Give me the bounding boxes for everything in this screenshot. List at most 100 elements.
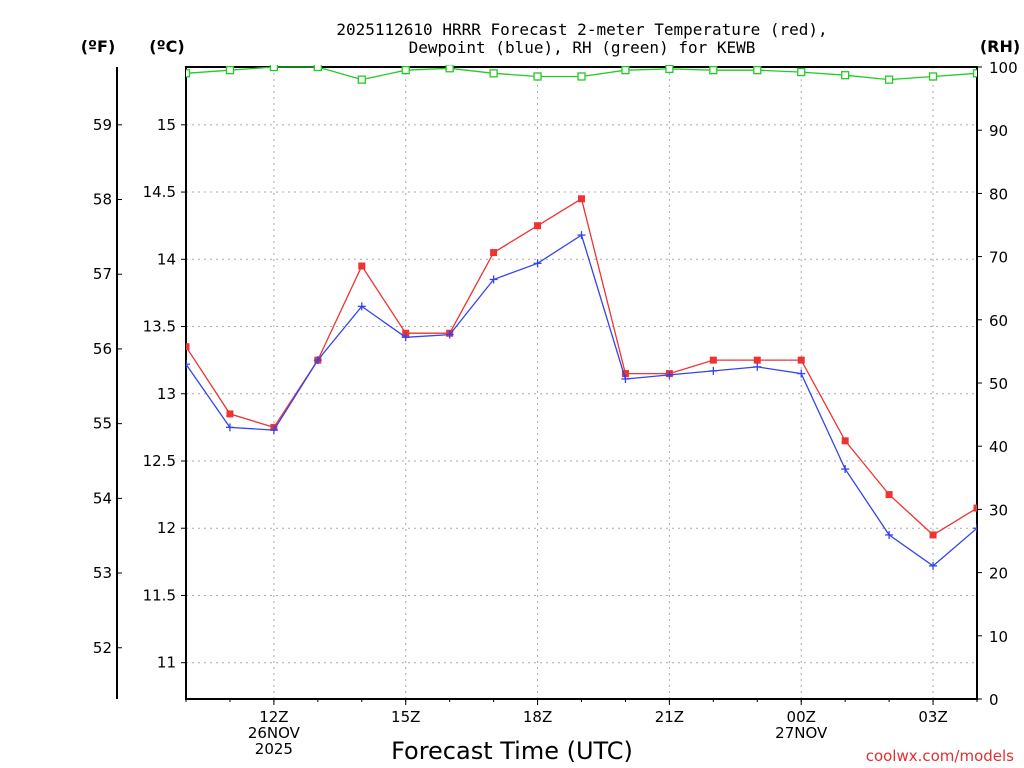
x-axis-label: Forecast Time (UTC) (391, 737, 633, 765)
dewpoint-point (445, 330, 454, 339)
rh-point (357, 75, 366, 84)
celsius-tick-label: 14.5 (143, 183, 176, 201)
dewpoint-point (665, 370, 674, 379)
dewpoint-point (401, 333, 410, 342)
rh-tick-label: 80 (989, 185, 1008, 203)
rh-tick-label: 50 (989, 375, 1008, 393)
rh-tick-label: 10 (989, 628, 1008, 646)
rh-tick-label: 0 (989, 691, 999, 709)
rh-point (621, 66, 630, 75)
rh-tick-label: 20 (989, 565, 1008, 583)
dewpoint-point (225, 423, 234, 432)
dewpoint-point (797, 369, 806, 378)
fahrenheit-tick-label: 55 (93, 415, 112, 433)
temperature-point (402, 329, 410, 337)
rh-point (665, 65, 674, 74)
celsius-tick-label: 12.5 (143, 452, 176, 470)
rh-point (489, 69, 498, 78)
temperature-point (841, 437, 849, 445)
dewpoint-point (269, 426, 278, 435)
rh-point (445, 65, 454, 73)
time-tick-label: 2025 (255, 740, 293, 758)
rh-tick-label: 60 (989, 312, 1008, 330)
temperature-point (709, 356, 717, 364)
celsius-tick-label: 14 (157, 250, 176, 268)
dewpoint-point (929, 561, 938, 570)
rh-point (269, 65, 279, 72)
fahrenheit-tick-label: 52 (93, 639, 112, 657)
temperature-point (973, 504, 977, 512)
celsius-tick-label: 11.5 (143, 586, 176, 604)
rh-tick-label: 90 (989, 122, 1008, 140)
temperature-point (621, 370, 629, 378)
rh-point (401, 66, 410, 75)
time-tick-label: 00Z (787, 708, 816, 726)
celsius-tick-label: 13.5 (143, 318, 176, 336)
celsius-tick-label: 12 (157, 519, 176, 537)
rh-point (884, 75, 894, 84)
fahrenheit-unit-label: (ºF) (81, 37, 116, 56)
dewpoint-point (621, 374, 630, 383)
time-tick-label: 03Z (918, 708, 947, 726)
credit-link[interactable]: coolwx.com/models (866, 747, 1014, 765)
rh-point (841, 71, 850, 80)
rh-point (577, 72, 586, 81)
dewpoint-point (533, 259, 542, 268)
time-tick-label: 15Z (391, 708, 420, 726)
temperature-point (753, 356, 761, 364)
temperature-point (358, 262, 366, 270)
axes (116, 66, 982, 705)
fahrenheit-tick-label: 54 (93, 489, 112, 507)
temperature-point (534, 222, 542, 230)
dewpoint-point (313, 356, 322, 365)
rh-point (225, 66, 235, 75)
rh-point (928, 72, 938, 81)
dewpoint-point (841, 465, 850, 474)
time-tick-label: 27NOV (775, 724, 828, 742)
celsius-tick-label: 15 (157, 116, 176, 134)
celsius-tick-label: 11 (157, 654, 176, 672)
time-tick-label: 12Z (259, 708, 288, 726)
chart-title-line-1: 2025112610 HRRR Forecast 2-meter Tempera… (336, 20, 827, 39)
time-tick-label: 18Z (523, 708, 552, 726)
rh-tick-label: 100 (989, 59, 1018, 77)
fahrenheit-tick-label: 53 (93, 564, 112, 582)
fahrenheit-tick-label: 56 (93, 340, 112, 358)
dewpoint-point (577, 231, 586, 240)
temperature-point (929, 531, 937, 539)
rh-point (753, 66, 762, 75)
rh-tick-label: 40 (989, 438, 1008, 456)
chart-title-line-2: Dewpoint (blue), RH (green) for KEWB (409, 38, 756, 57)
temperature-point (490, 249, 498, 257)
series-layer (186, 65, 977, 570)
rh-point (709, 66, 718, 75)
dewpoint-point (885, 530, 894, 539)
rh-tick-label: 70 (989, 249, 1008, 267)
fahrenheit-tick-label: 59 (93, 116, 112, 134)
temperature-point (186, 343, 190, 351)
dewpoint-point (186, 360, 190, 369)
rh-point (313, 65, 322, 72)
dewpoint-point (709, 366, 718, 375)
rh-point (186, 69, 191, 78)
dewpoint-point (489, 275, 498, 284)
plot-frame (185, 66, 978, 700)
dewpoint-point (357, 302, 366, 311)
tick-labels: 11 11.5 12 12.5 13 13.5 14 14.5 15 52 53 54 55 56 57 58… (93, 59, 1018, 758)
rh-unit-label: (RH) (980, 37, 1020, 56)
time-tick-label: 21Z (655, 708, 684, 726)
temperature-point (797, 356, 805, 364)
celsius-tick-label: 13 (157, 385, 176, 403)
fahrenheit-tick-label: 58 (93, 191, 112, 209)
dewpoint-point (973, 524, 977, 533)
rh-point (533, 72, 542, 81)
celsius-unit-label: (ºC) (149, 37, 184, 56)
rh-point (972, 69, 977, 78)
time-tick-label: 26NOV (248, 724, 301, 742)
temperature-point (226, 410, 234, 418)
rh-point (797, 67, 806, 77)
temperature-point (578, 195, 585, 203)
fahrenheit-tick-label: 57 (93, 265, 112, 283)
temperature-point (885, 491, 893, 499)
